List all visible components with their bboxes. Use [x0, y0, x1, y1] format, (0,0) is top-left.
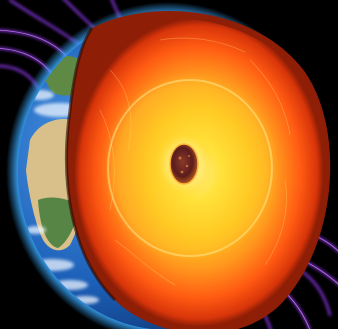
inner-core-speckles [178, 155, 190, 174]
cut-edge-shadow [65, 27, 117, 302]
earth-interior-cutaway [66, 11, 331, 329]
africa-vegetation [38, 197, 80, 248]
inner-core-ball [169, 143, 199, 185]
